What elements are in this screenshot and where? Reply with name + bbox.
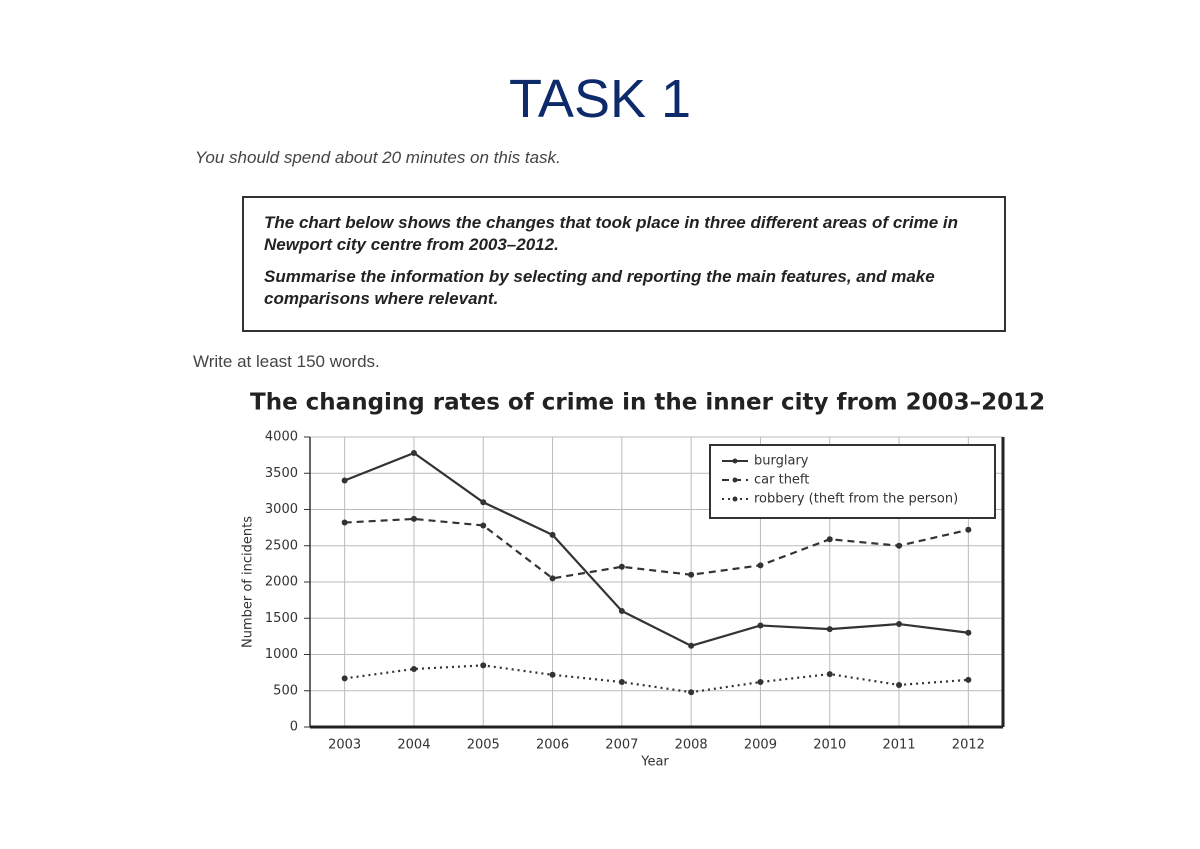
data-point <box>826 671 833 678</box>
series-line <box>344 664 969 694</box>
data-point <box>826 626 833 633</box>
data-point <box>618 679 625 686</box>
word-note: Write at least 150 words. <box>193 352 380 371</box>
y-tick-label: 3000 <box>265 502 298 517</box>
data-point <box>618 608 625 614</box>
series-line <box>344 451 969 647</box>
data-point <box>480 522 487 529</box>
data-point <box>965 676 972 683</box>
page-title: TASK 1 <box>508 69 692 129</box>
data-point <box>341 675 348 682</box>
y-tick-label: 2000 <box>265 575 298 590</box>
chart: The changing rates of crime in the inner… <box>241 390 1046 770</box>
x-tick-label: 2003 <box>328 738 361 753</box>
legend-label: robbery (theft from the person) <box>754 492 958 507</box>
data-point <box>826 536 833 543</box>
task-paragraph: Summarise the information by selecting a… <box>264 267 935 308</box>
legend-swatch-dot <box>732 458 738 464</box>
y-tick-label: 2500 <box>265 538 298 553</box>
x-axis-label: Year <box>640 755 669 770</box>
data-point <box>965 526 972 533</box>
data-point <box>757 622 764 629</box>
data-point <box>341 477 348 484</box>
data-point <box>410 666 417 672</box>
y-tick-label: 500 <box>273 683 298 698</box>
data-point <box>341 519 348 526</box>
data-point <box>410 449 417 456</box>
legend-box <box>709 444 996 519</box>
data-point <box>688 642 695 649</box>
y-tick-label: 3500 <box>265 466 298 481</box>
task-box: The chart below shows the changes that t… <box>242 196 1006 332</box>
data-point <box>410 515 417 522</box>
chart-title: The changing rates of crime in the inner… <box>250 390 1045 416</box>
x-tick-label: 2012 <box>952 738 985 753</box>
data-point <box>757 562 764 569</box>
y-tick-label: 1000 <box>265 647 298 662</box>
y-tick-label: 0 <box>290 720 298 735</box>
x-tick-label: 2005 <box>467 738 500 753</box>
x-tick-label: 2008 <box>675 738 708 753</box>
data-point <box>549 531 556 538</box>
y-tick-label: 4000 <box>265 430 298 445</box>
data-point <box>965 629 972 636</box>
x-tick-label: 2007 <box>605 738 638 753</box>
y-axis-label: Number of incidents <box>241 516 256 648</box>
legend-label: burglary <box>754 454 809 469</box>
data-point <box>896 542 903 549</box>
legend-swatch-dot <box>732 477 738 483</box>
series-line <box>344 517 969 580</box>
data-point <box>549 671 556 678</box>
data-point <box>480 662 487 669</box>
x-tick-label: 2010 <box>813 738 846 753</box>
x-tick-label: 2011 <box>883 738 916 753</box>
legend-swatch-dot <box>732 496 738 502</box>
data-point <box>480 499 487 506</box>
x-tick-label: 2009 <box>744 738 777 753</box>
data-point <box>896 681 903 688</box>
data-point <box>688 571 695 578</box>
data-point <box>757 679 764 686</box>
x-tick-label: 2006 <box>536 738 569 753</box>
data-point <box>618 563 625 570</box>
data-point <box>549 575 556 582</box>
time-note: You should spend about 20 minutes on thi… <box>195 148 561 167</box>
data-point <box>896 621 903 628</box>
task-paragraph: The chart below shows the changes that t… <box>264 213 959 254</box>
legend-label: car theft <box>754 473 809 488</box>
x-tick-label: 2004 <box>397 738 430 753</box>
y-tick-label: 1500 <box>265 611 298 626</box>
data-point <box>688 689 695 696</box>
